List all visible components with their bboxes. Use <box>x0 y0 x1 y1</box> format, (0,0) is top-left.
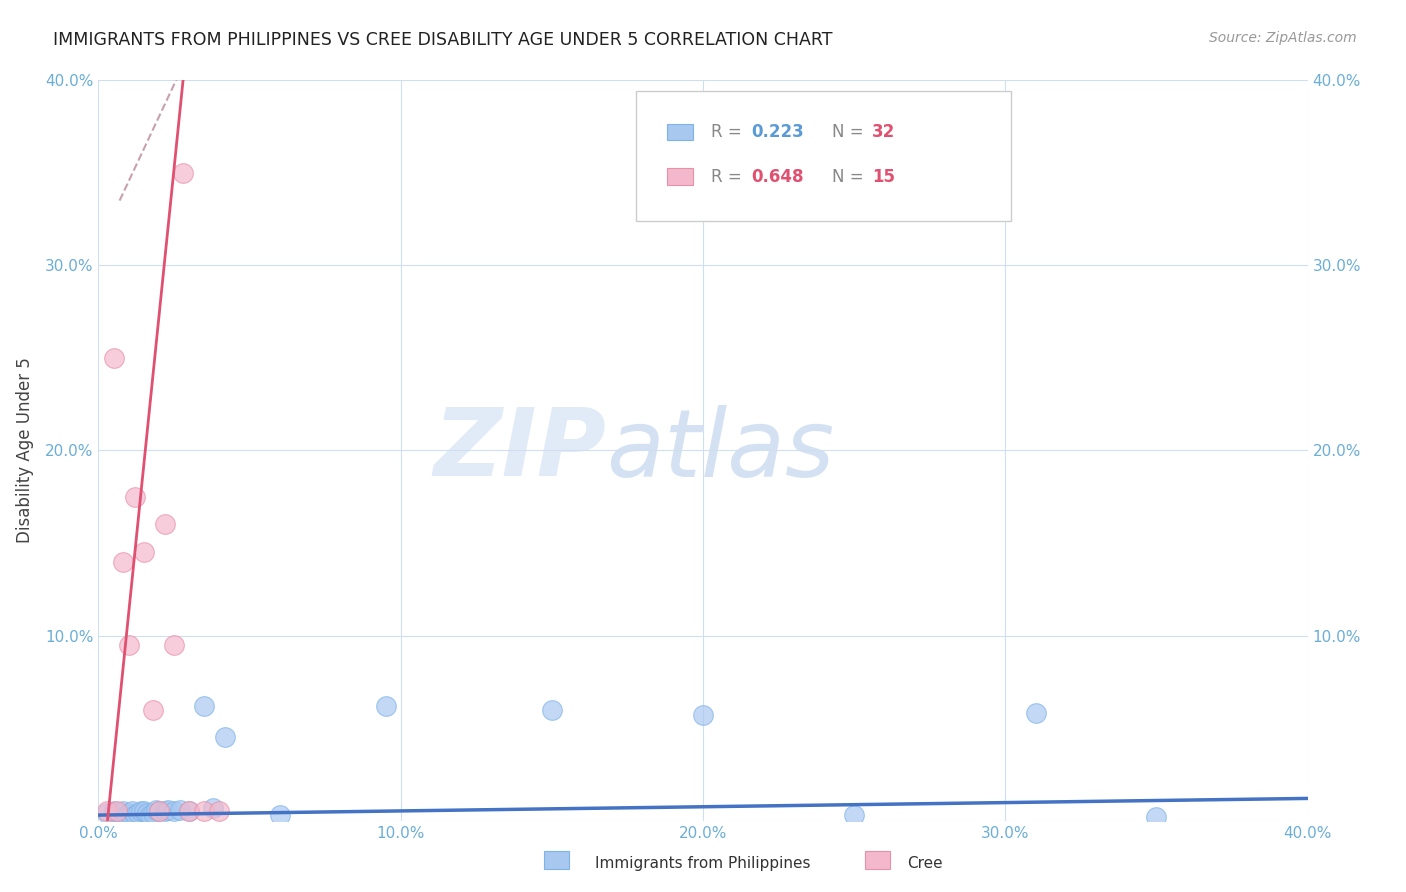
Bar <box>666 124 693 140</box>
Point <box>105 805 128 819</box>
Point <box>208 805 231 819</box>
Point <box>163 805 186 819</box>
Text: 0.223: 0.223 <box>751 123 804 141</box>
Point <box>179 805 201 819</box>
Point <box>1144 810 1167 824</box>
Point <box>114 808 136 822</box>
Text: Immigrants from Philippines: Immigrants from Philippines <box>595 856 811 871</box>
Text: N =: N = <box>832 123 869 141</box>
Point <box>105 806 128 821</box>
Point <box>179 805 201 819</box>
Point <box>124 490 146 504</box>
Point <box>844 808 866 822</box>
FancyBboxPatch shape <box>637 91 1011 221</box>
Text: R =: R = <box>711 168 748 186</box>
Text: Source: ZipAtlas.com: Source: ZipAtlas.com <box>1209 31 1357 45</box>
Point <box>202 800 225 814</box>
Point <box>153 517 176 532</box>
Point <box>145 803 167 817</box>
Point <box>269 808 291 822</box>
Point <box>139 808 162 822</box>
Point <box>153 805 176 819</box>
Point <box>169 803 191 817</box>
Point <box>1024 706 1046 721</box>
Point <box>121 805 143 819</box>
Point <box>129 805 152 819</box>
Point <box>148 805 170 819</box>
Text: ZIP: ZIP <box>433 404 606 497</box>
Point <box>692 708 714 723</box>
Point <box>127 806 149 821</box>
Point <box>193 698 215 713</box>
Point <box>118 638 141 652</box>
Point <box>148 805 170 819</box>
Text: 15: 15 <box>872 168 896 186</box>
Point <box>96 806 118 821</box>
Point <box>156 803 179 817</box>
Point <box>132 545 155 559</box>
Text: 0.648: 0.648 <box>751 168 804 186</box>
Point <box>132 805 155 819</box>
Point <box>118 806 141 821</box>
Bar <box>544 851 569 869</box>
Point <box>111 805 134 819</box>
Point <box>172 166 194 180</box>
Text: IMMIGRANTS FROM PHILIPPINES VS CREE DISABILITY AGE UNDER 5 CORRELATION CHART: IMMIGRANTS FROM PHILIPPINES VS CREE DISA… <box>53 31 832 49</box>
Bar <box>865 851 890 869</box>
Point <box>124 808 146 822</box>
Point <box>111 554 134 569</box>
Point <box>214 731 236 745</box>
Point <box>108 806 131 821</box>
Point <box>142 806 165 821</box>
Text: Cree: Cree <box>907 856 942 871</box>
Text: N =: N = <box>832 168 869 186</box>
Bar <box>666 169 693 185</box>
Point <box>135 806 157 821</box>
Text: atlas: atlas <box>606 405 835 496</box>
Point <box>103 805 125 819</box>
Point <box>193 805 215 819</box>
Point <box>163 638 186 652</box>
Point <box>142 703 165 717</box>
Point <box>103 351 125 365</box>
Text: 32: 32 <box>872 123 896 141</box>
Point <box>540 703 562 717</box>
Point <box>374 698 396 713</box>
Text: R =: R = <box>711 123 748 141</box>
Point <box>96 805 118 819</box>
Y-axis label: Disability Age Under 5: Disability Age Under 5 <box>15 358 34 543</box>
